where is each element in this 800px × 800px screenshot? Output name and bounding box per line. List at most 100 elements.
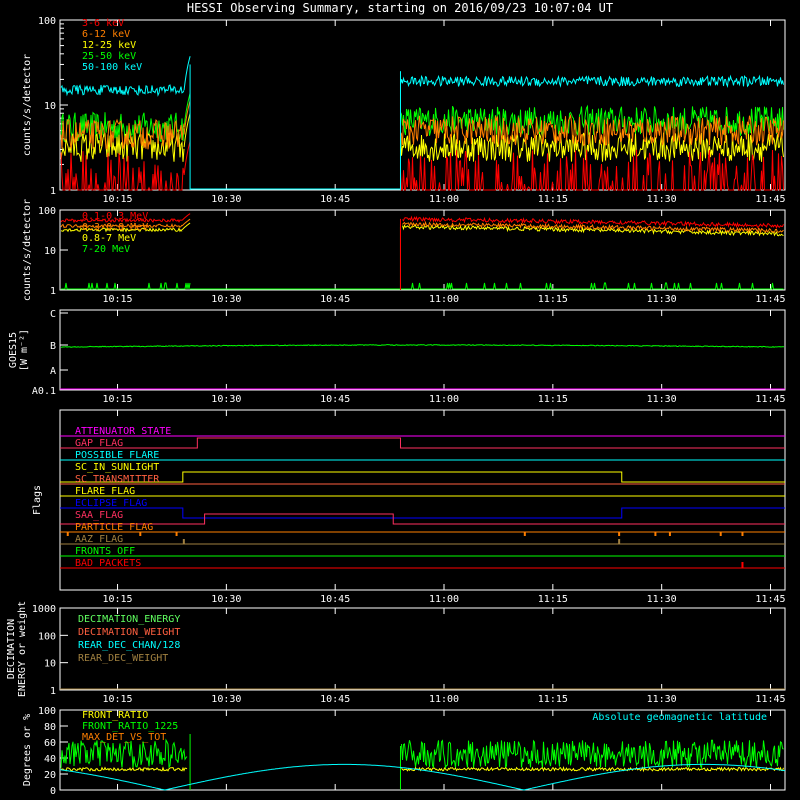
y-axis-label: GOES15 xyxy=(8,332,19,368)
flag-spike xyxy=(668,532,671,536)
series-rise xyxy=(183,113,191,148)
x-tick-label: 10:45 xyxy=(320,594,350,605)
x-tick-label: 11:30 xyxy=(647,594,677,605)
flag-spike xyxy=(66,532,69,536)
y-tick-label: 0 xyxy=(50,786,56,797)
flag-spike xyxy=(741,562,744,568)
y-tick-label: 100 xyxy=(38,16,56,27)
x-tick-label: 11:15 xyxy=(538,694,568,705)
panel-ratios: 0 20 40 60 80 100 Degrees or % FRONT_RATIOFRONT… xyxy=(22,706,786,797)
flag-spike xyxy=(719,532,722,536)
x-tick-label: 10:15 xyxy=(102,394,132,405)
legend-entry: 6-12 keV xyxy=(82,29,130,40)
flag-spike xyxy=(654,532,657,536)
legend-entry: 3-6 keV xyxy=(82,18,124,29)
flag-spike xyxy=(741,532,744,536)
x-tick-label: 10:45 xyxy=(320,294,350,305)
plot-frame xyxy=(59,607,786,691)
legend-entry: MAX_DET_VS_TOT xyxy=(82,732,166,743)
legend-entry: REAR_DEC_WEIGHT xyxy=(78,653,168,664)
x-tick-label: 11:30 xyxy=(647,194,677,205)
series-7-20-MeV xyxy=(61,282,191,290)
y-tick-label: 80 xyxy=(44,722,56,733)
plot-frame xyxy=(59,309,786,391)
y-tick-label: 1000 xyxy=(32,604,56,615)
legend-entry: 0.8-7 MeV xyxy=(82,233,136,244)
flag-spike xyxy=(175,532,178,536)
flag-spike xyxy=(618,532,621,536)
series-25-50-keV xyxy=(60,111,185,143)
flag-label: ECLIPSE_FLAG xyxy=(75,498,147,509)
x-tick-label: 10:45 xyxy=(320,194,350,205)
flag-label: SC_TRANSMITTER xyxy=(75,474,160,485)
y-tick-label: 10 xyxy=(44,659,56,670)
flag-label: ATTENUATOR_STATE xyxy=(75,426,171,437)
flag-label: SC_IN_SUNLIGHT xyxy=(75,462,159,473)
series-post xyxy=(402,220,784,234)
x-tick-label: 11:00 xyxy=(429,294,459,305)
legend-entry: REAR_DEC_CHAN/128 xyxy=(78,640,180,651)
series-post xyxy=(402,215,784,230)
series-12-25-keV xyxy=(60,132,185,162)
flag-line xyxy=(60,471,785,483)
front-ratio xyxy=(401,766,784,773)
series-rise xyxy=(183,141,191,176)
plot-frame xyxy=(59,409,786,591)
series-50-100-keV xyxy=(400,74,784,89)
legend-entry: FRONT_RATIO xyxy=(82,710,148,721)
series-pre xyxy=(60,217,183,224)
front-ratio-1225 xyxy=(401,739,784,770)
flag-label: BAD_PACKETS xyxy=(75,558,141,569)
y-tick-label: B xyxy=(50,341,56,352)
x-tick-label: 10:15 xyxy=(102,594,132,605)
x-tick-label: 10:30 xyxy=(211,194,241,205)
x-tick-label: 10:30 xyxy=(211,394,241,405)
flag-label: GAP_FLAG xyxy=(75,438,123,449)
y-axis-label-2: ENERGY or weight xyxy=(17,601,28,697)
series-3-6-keV xyxy=(60,151,185,191)
series-6-12-keV xyxy=(60,118,185,150)
x-tick-label: 11:15 xyxy=(538,294,568,305)
series-rise xyxy=(183,56,191,91)
flag-label: SAA_FLAG xyxy=(75,510,123,521)
x-tick-label: 11:30 xyxy=(647,294,677,305)
flag-label: AAZ_FLAG xyxy=(75,534,123,545)
legend-entry: FRONT_RATIO_1225 xyxy=(82,721,178,732)
x-tick-label: 11:45 xyxy=(755,194,785,205)
chart-title: HESSI Observing Summary, starting on 201… xyxy=(187,1,613,15)
flag-line xyxy=(60,437,785,449)
legend-entry: 12-25 keV xyxy=(82,40,136,51)
y-axis-label: Flags xyxy=(32,485,43,515)
y-tick-label: 10 xyxy=(44,246,56,257)
legend-entry: DECIMATION_WEIGHT xyxy=(78,627,180,638)
x-tick-label: 11:45 xyxy=(755,594,785,605)
legend-entry: 25-50 keV xyxy=(82,51,136,62)
flag-label: FRONTS_OFF xyxy=(75,546,135,557)
flag-spike xyxy=(139,532,142,536)
y-axis-label: Degrees or % xyxy=(22,714,33,786)
series-rise xyxy=(181,218,191,227)
flag-spike xyxy=(523,532,526,536)
x-tick-label: 11:45 xyxy=(755,294,785,305)
x-tick-label: 10:45 xyxy=(320,694,350,705)
front-ratio-1225 xyxy=(60,738,188,769)
panel-goes: 10:15 10:30 10:45 11:00 11:15 11:30 11:45 A0.1 A… xyxy=(8,309,786,405)
x-tick-label: 11:30 xyxy=(647,394,677,405)
x-tick-label: 11:15 xyxy=(538,394,568,405)
series-rise xyxy=(181,222,191,231)
y-tick-label: 1 xyxy=(50,186,56,197)
y-tick-label: 1 xyxy=(50,286,56,297)
series-50-100-keV xyxy=(60,84,185,97)
geomagnetic-latitude xyxy=(59,763,786,791)
panel-high-energy: 10:15 10:30 10:45 11:00 11:15 11:30 11:45 1 10 10… xyxy=(22,199,786,305)
flag-line xyxy=(60,513,785,525)
legend-entry: 50-100 keV xyxy=(82,62,142,73)
goes-long xyxy=(61,344,785,348)
panel-low-energy: 10:15 10:30 10:45 11:00 11:15 11:30 11:45 1 10 10… xyxy=(22,16,786,205)
x-tick-label: 10:30 xyxy=(211,694,241,705)
series-rise xyxy=(181,213,191,221)
legend-entry: 0.3-0.8 MeV xyxy=(82,222,148,233)
legend-entry: DECIMATION_ENERGY xyxy=(78,614,180,625)
legend-entry: 0.1-0.3 MeV xyxy=(82,211,148,222)
